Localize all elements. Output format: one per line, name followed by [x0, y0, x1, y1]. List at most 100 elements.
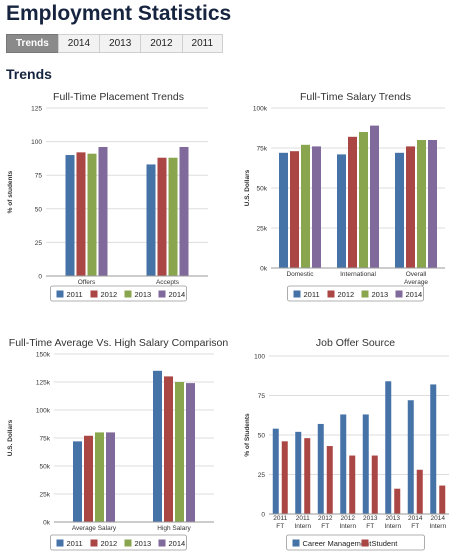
average-vs-high-salary-chart: Full-Time Average Vs. High Salary Compar… [0, 332, 237, 560]
bar [362, 414, 369, 514]
x-category-label: Intern [294, 523, 311, 530]
chart-svg: Full-Time Salary Trends 0k 25k 50k 75k 100k U.… [244, 91, 445, 302]
y-tick-label: 100k [36, 408, 51, 415]
x-category-label: 2012 [318, 515, 333, 522]
bar [84, 435, 93, 522]
bar [65, 155, 75, 276]
legend-swatch [124, 290, 132, 298]
legend-item[interactable]: 2014 [406, 290, 423, 299]
legend-swatch [292, 539, 300, 547]
y-tick-label: 150k [36, 352, 51, 359]
tab-2011[interactable]: 2011 [181, 34, 224, 53]
tab-2012[interactable]: 2012 [140, 34, 183, 53]
x-category-label: 2013 [363, 515, 378, 522]
legend-item[interactable]: Student [372, 539, 399, 548]
chart-title: Full-Time Placement Trends [53, 91, 184, 103]
x-category-label: FT [321, 523, 329, 530]
bar [157, 157, 167, 276]
x-category-label: Offers [78, 279, 96, 286]
y-axis-label: % of Students [244, 413, 251, 457]
bar [304, 438, 311, 514]
bar [394, 488, 401, 514]
y-tick-label: 100k [253, 106, 268, 113]
x-category-label: High Salary [157, 525, 191, 532]
legend-swatch [158, 539, 166, 547]
legend-swatch [395, 290, 403, 298]
legend-swatch [124, 539, 132, 547]
legend-item[interactable]: 2013 [135, 539, 152, 548]
bar [337, 154, 346, 268]
y-tick-label: 75 [35, 173, 43, 180]
bar [98, 146, 108, 276]
legend-item[interactable]: 2013 [135, 290, 152, 299]
y-tick-label: 75k [40, 436, 51, 443]
x-category-label: Intern [429, 523, 446, 530]
chart-title: Job Offer Source [316, 337, 395, 349]
legend-swatch [293, 290, 301, 298]
bar [301, 144, 310, 268]
y-tick-label: 125 [31, 106, 42, 113]
bar [175, 382, 184, 522]
page-title: Employment Statistics [6, 2, 232, 25]
bar [279, 152, 288, 268]
bar [416, 469, 423, 514]
bar [168, 157, 178, 276]
y-tick-label: 0k [260, 266, 268, 273]
bar [281, 441, 288, 514]
legend-swatch [158, 290, 166, 298]
legend-item[interactable]: 2012 [101, 290, 118, 299]
legend [286, 534, 425, 551]
legend-swatch [90, 539, 98, 547]
y-axis-label: U.S. Dollars [244, 169, 251, 206]
bar [359, 132, 368, 268]
y-tick-label: 25 [258, 472, 266, 479]
x-category-label: 2014 [408, 515, 423, 522]
legend [50, 534, 187, 551]
legend [287, 285, 424, 302]
x-category-label: 2011 [296, 515, 310, 522]
y-tick-label: 25k [40, 492, 51, 499]
bar [395, 152, 404, 268]
bar [385, 381, 392, 514]
chart-svg: Full-Time Average Vs. High Salary Compar… [7, 337, 228, 551]
legend-item[interactable]: 2011 [304, 290, 320, 299]
legend-item[interactable]: 2014 [169, 290, 186, 299]
y-axis-label: U.S. Dollars [7, 419, 14, 456]
tab-trends[interactable]: Trends [6, 34, 59, 53]
legend-item[interactable]: 2012 [338, 290, 355, 299]
y-tick-label: 25k [257, 226, 268, 233]
y-tick-label: 25 [35, 240, 43, 247]
legend-item[interactable]: 2011 [67, 290, 83, 299]
y-tick-label: 100 [254, 354, 265, 361]
bar [326, 446, 333, 514]
x-category-label: International [340, 271, 376, 278]
legend-item[interactable]: 2011 [67, 539, 83, 548]
bar [370, 125, 379, 268]
bar [87, 153, 97, 276]
x-category-label: Average Salary [72, 525, 117, 532]
y-tick-label: 0k [43, 520, 51, 527]
chart-svg: Full-Time Placement Trends 0 25 50 75 100 125%… [7, 91, 208, 302]
x-category-label: 2014 [431, 515, 446, 522]
bar [371, 455, 378, 514]
chart-svg: Job Offer Source 0 25 50 75 100 % of Students 2… [244, 337, 449, 551]
legend-item[interactable]: Career Management [303, 539, 373, 548]
tab-2013[interactable]: 2013 [99, 34, 142, 53]
legend-item[interactable]: 2013 [372, 290, 389, 299]
bar [406, 146, 415, 268]
bar [106, 432, 115, 522]
x-category-label: Domestic [286, 271, 314, 278]
legend-swatch [90, 290, 98, 298]
bar [153, 370, 162, 522]
x-category-label: Intern [384, 523, 401, 530]
legend-item[interactable]: 2012 [101, 539, 118, 548]
tab-2014[interactable]: 2014 [57, 34, 101, 53]
section-title: Trends [6, 66, 52, 82]
legend-item[interactable]: 2014 [169, 539, 186, 548]
y-tick-label: 75k [257, 146, 268, 153]
legend [50, 285, 187, 302]
bar [348, 136, 357, 268]
x-category-label: FT [366, 523, 374, 530]
bar [349, 455, 356, 514]
placement-trends-chart: Full-Time Placement Trends 0 25 50 75 100 125%… [0, 88, 237, 316]
